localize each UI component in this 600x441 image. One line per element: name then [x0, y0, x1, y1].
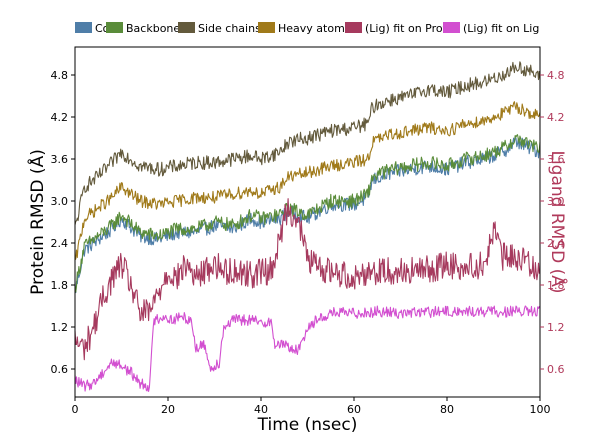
legend-label: Backbone: [126, 22, 180, 35]
y2-tick-label: 0.6: [547, 363, 565, 376]
x-tick-label: 20: [161, 403, 175, 416]
series-line-1: [74, 134, 541, 293]
series-line-5: [74, 305, 541, 392]
legend-swatch: [178, 22, 195, 33]
series-layer: [74, 61, 541, 392]
y2-tick-label: 4.2: [547, 111, 565, 124]
y2-axis-ticks: 0.6 1.2 1.8 2.4 3.0 3.6 4.2 4.8: [540, 69, 565, 376]
legend-swatch: [345, 22, 362, 33]
y-axis-title: Protein RMSD (Å): [26, 149, 48, 295]
x-tick-label: 0: [72, 403, 79, 416]
legend-swatch: [75, 22, 92, 33]
x-tick-label: 100: [530, 403, 551, 416]
series-line-0: [74, 137, 541, 294]
y-tick-label: 1.8: [51, 279, 69, 292]
y-tick-label: 0.6: [51, 363, 69, 376]
y-tick-label: 2.4: [51, 237, 69, 250]
y-tick-label: 4.2: [51, 111, 69, 124]
series-line-4: [74, 198, 541, 361]
plot-frame: [74, 46, 541, 398]
legend-swatch: [106, 22, 123, 33]
y2-tick-label: 3.6: [547, 153, 565, 166]
y-tick-label: 3.6: [51, 153, 69, 166]
legend-label: Heavy atoms: [278, 22, 351, 35]
y2-tick-label: 1.2: [547, 321, 565, 334]
x-axis-title: Time (nsec): [257, 415, 358, 435]
series-line-3: [74, 101, 541, 261]
x-tick-label: 60: [347, 403, 361, 416]
x-tick-label: 40: [254, 403, 268, 416]
series-line-2: [74, 61, 541, 226]
y2-axis-title: Ligand RMSD (Å): [547, 150, 569, 293]
legend-label: Side chains: [198, 22, 261, 35]
legend-label: (Lig) fit on Lig: [463, 22, 539, 35]
x-axis-ticks: 0 20 40 60 80 100: [72, 397, 551, 416]
legend: Cα Backbone Side chains Heavy atoms (Lig) fi…: [75, 22, 539, 35]
y-tick-label: 3.0: [51, 195, 69, 208]
y2-tick-label: 1.8: [547, 279, 565, 292]
legend-swatch: [443, 22, 460, 33]
legend-label: (Lig) fit on Prot: [365, 22, 448, 35]
y2-tick-label: 2.4: [547, 237, 565, 250]
legend-swatch: [258, 22, 275, 33]
y-axis-ticks: 0.6 1.2 1.8 2.4 3.0 3.6 4.2 4.8: [51, 69, 75, 376]
x-tick-label: 80: [440, 403, 454, 416]
y-tick-label: 1.2: [51, 321, 69, 334]
y-tick-label: 4.8: [51, 69, 69, 82]
y2-tick-label: 4.8: [547, 69, 565, 82]
y2-tick-label: 3.0: [547, 195, 565, 208]
